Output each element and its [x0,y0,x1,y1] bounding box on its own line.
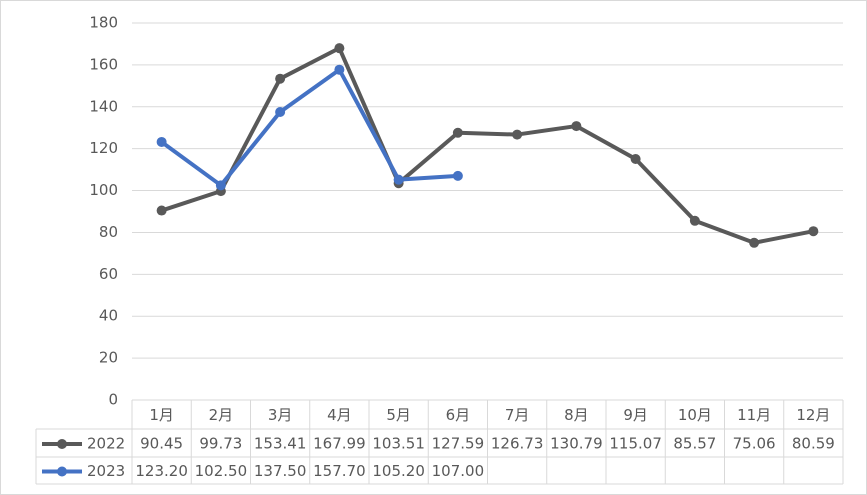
point [749,237,760,248]
point [156,136,167,147]
legend-label: 2022 [87,435,125,453]
point [452,127,463,138]
point [334,64,345,75]
point [571,121,582,132]
point [334,43,345,54]
y-tick-label: 120 [89,139,118,157]
table-value: 130.79 [550,435,603,453]
table-value: 99.73 [199,435,242,453]
y-tick-label: 80 [99,223,118,241]
table-value: 90.45 [140,435,183,453]
table-value: 123.20 [135,462,188,480]
y-tick-label: 180 [89,14,118,32]
point [275,73,286,84]
y-tick-label: 60 [99,265,118,283]
table-value: 75.06 [733,435,776,453]
x-tick-label: 5月 [386,406,411,424]
point [689,215,700,226]
table-value: 102.50 [195,462,248,480]
table-value: 126.73 [491,435,544,453]
series-line [160,67,459,188]
point [452,170,463,181]
legend-label: 2023 [87,462,125,480]
x-tick-label: 3月 [268,406,293,424]
x-tick-label: 2月 [209,406,234,424]
table-value: 127.59 [432,435,485,453]
x-tick-label: 10月 [678,406,712,424]
y-tick-label: 160 [89,55,118,73]
table-value: 105.20 [372,462,425,480]
point [808,226,819,237]
series-line [161,46,814,245]
x-tick-label: 12月 [796,406,830,424]
x-tick-label: 1月 [149,406,174,424]
table-value: 137.50 [254,462,307,480]
x-tick-label: 8月 [564,406,589,424]
y-tick-label: 20 [99,349,118,367]
legend-marker [57,466,67,477]
y-tick-label: 0 [108,391,118,409]
point [156,205,167,216]
table-value: 115.07 [609,435,662,453]
x-tick-label: 7月 [505,406,530,424]
table-value: 167.99 [313,435,366,453]
y-tick-label: 140 [89,97,118,115]
table-value: 107.00 [432,462,485,480]
table-value: 80.59 [792,435,835,453]
point [512,129,523,140]
point [275,107,286,118]
y-tick-label: 100 [89,181,118,199]
legend-marker [57,439,67,449]
x-tick-label: 4月 [327,406,352,424]
x-tick-label: 11月 [737,406,771,424]
point [215,180,226,191]
x-tick-label: 6月 [446,406,471,424]
x-tick-label: 9月 [623,406,648,424]
table-value: 153.41 [254,435,307,453]
table-value: 103.51 [372,435,425,453]
table-value: 157.70 [313,462,366,480]
table-value: 85.57 [673,435,716,453]
y-tick-label: 40 [99,307,118,325]
point [630,153,641,164]
point [393,174,404,185]
